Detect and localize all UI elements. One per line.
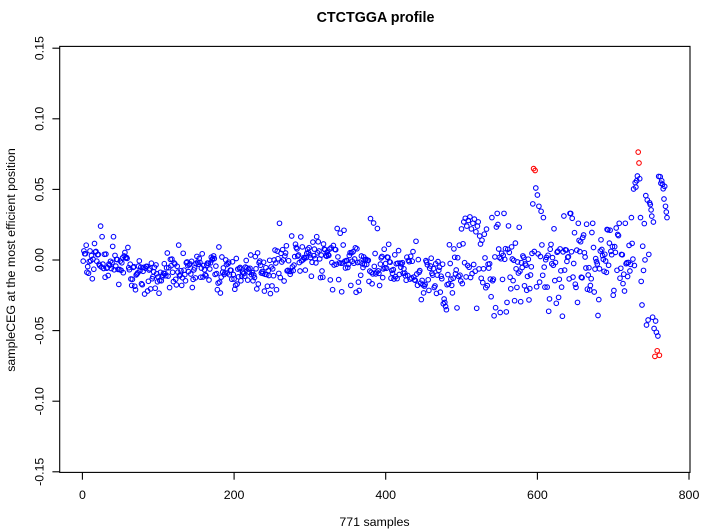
svg-text:800: 800 [679, 488, 700, 502]
svg-text:CTCTGGA profile: CTCTGGA profile [317, 10, 435, 26]
svg-text:0.05: 0.05 [32, 177, 46, 201]
svg-text:-0.15: -0.15 [32, 458, 46, 486]
svg-text:200: 200 [224, 488, 245, 502]
svg-text:600: 600 [527, 488, 548, 502]
svg-text:771 samples: 771 samples [339, 515, 409, 529]
svg-text:0.00: 0.00 [32, 248, 46, 272]
svg-text:sampleCEG at the most efficien: sampleCEG at the most efficient position [4, 148, 18, 372]
svg-text:-0.05: -0.05 [32, 316, 46, 344]
svg-text:0.10: 0.10 [32, 107, 46, 131]
svg-text:0: 0 [79, 488, 86, 502]
svg-text:400: 400 [375, 488, 396, 502]
svg-text:0.15: 0.15 [32, 36, 46, 60]
svg-text:-0.10: -0.10 [32, 387, 46, 415]
